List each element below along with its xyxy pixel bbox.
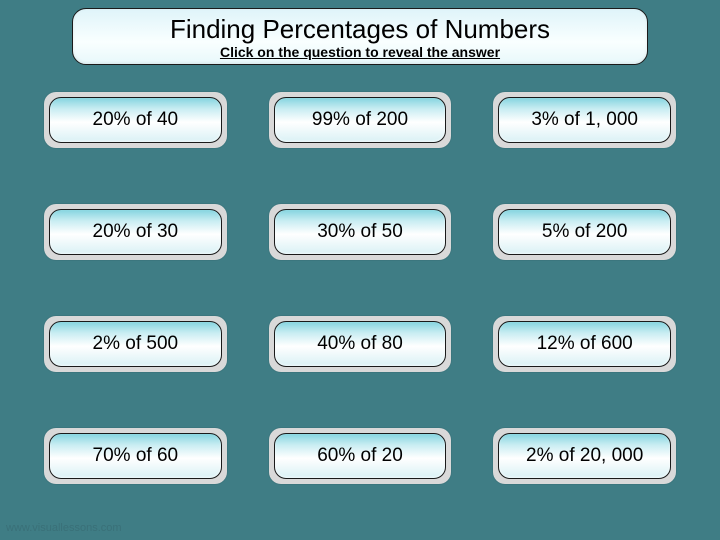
- question-label: 40% of 80: [274, 321, 447, 367]
- question-label: 99% of 200: [274, 97, 447, 143]
- question-tile[interactable]: 2% of 500: [44, 316, 227, 372]
- question-tile[interactable]: 60% of 20: [269, 428, 452, 484]
- question-tile[interactable]: 5% of 200: [493, 204, 676, 260]
- question-label: 70% of 60: [49, 433, 222, 479]
- question-label: 20% of 40: [49, 97, 222, 143]
- question-tile[interactable]: 2% of 20, 000: [493, 428, 676, 484]
- question-label: 60% of 20: [274, 433, 447, 479]
- question-tile[interactable]: 40% of 80: [269, 316, 452, 372]
- question-label: 20% of 30: [49, 209, 222, 255]
- footer-link[interactable]: www.visuallessons.com: [6, 522, 122, 534]
- question-label: 3% of 1, 000: [498, 97, 671, 143]
- question-label: 30% of 50: [274, 209, 447, 255]
- header-box: Finding Percentages of Numbers Click on …: [72, 8, 648, 65]
- question-tile[interactable]: 30% of 50: [269, 204, 452, 260]
- question-tile[interactable]: 20% of 30: [44, 204, 227, 260]
- question-label: 2% of 500: [49, 321, 222, 367]
- question-tile[interactable]: 99% of 200: [269, 92, 452, 148]
- question-tile[interactable]: 70% of 60: [44, 428, 227, 484]
- page-title: Finding Percentages of Numbers: [83, 15, 637, 44]
- question-label: 2% of 20, 000: [498, 433, 671, 479]
- question-grid: 20% of 40 99% of 200 3% of 1, 000 20% of…: [44, 92, 676, 484]
- question-label: 12% of 600: [498, 321, 671, 367]
- question-tile[interactable]: 12% of 600: [493, 316, 676, 372]
- question-tile[interactable]: 3% of 1, 000: [493, 92, 676, 148]
- question-tile[interactable]: 20% of 40: [44, 92, 227, 148]
- question-label: 5% of 200: [498, 209, 671, 255]
- page-subtitle: Click on the question to reveal the answ…: [83, 44, 637, 60]
